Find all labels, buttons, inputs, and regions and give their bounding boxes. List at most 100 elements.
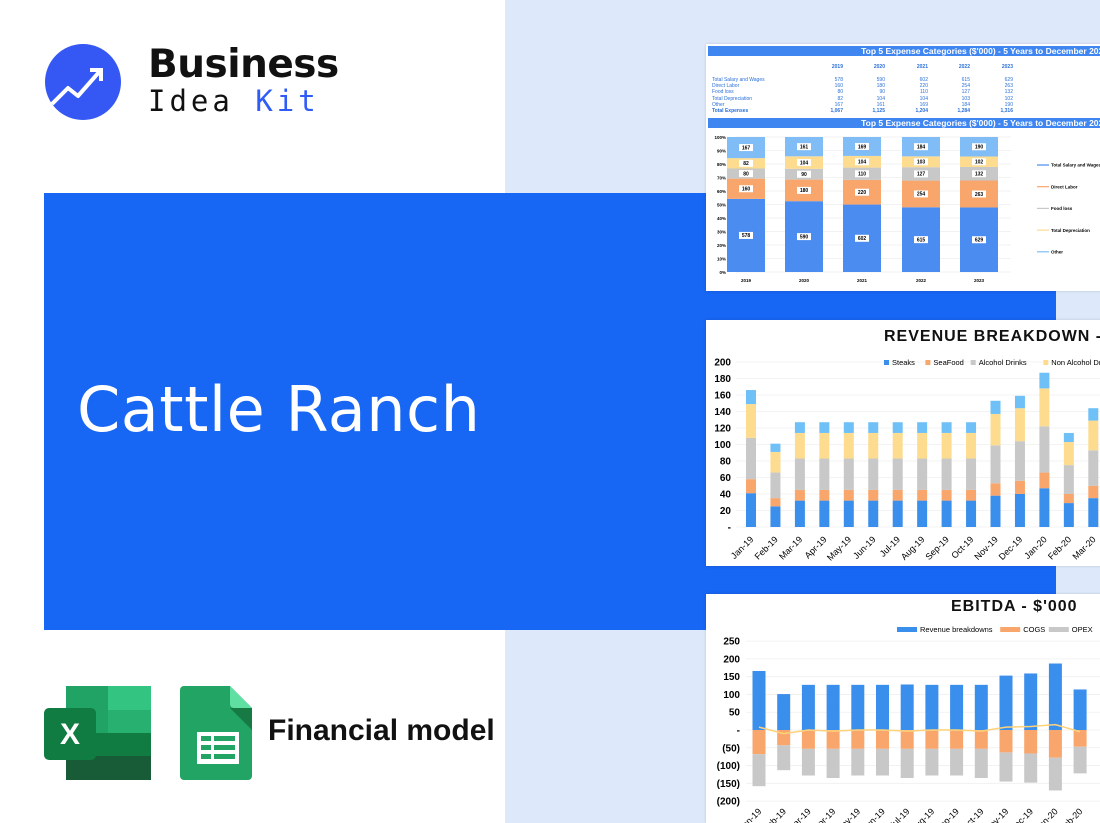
- data-label-box: [914, 190, 928, 198]
- ebitda-chart: (200) (150) (100) (50) - 50 100 150 200 250 Jan-19…: [717, 625, 1100, 823]
- bar-segment: [819, 432, 830, 459]
- table-row: Direct Labor 160 180 220 254 263: [712, 83, 1013, 89]
- x-tick-label: 2022: [916, 278, 927, 283]
- data-label: 263: [975, 192, 984, 198]
- google-sheets-icon: [180, 686, 252, 780]
- x-tick-label: Nov-19: [972, 534, 1000, 562]
- row-label: Total Expenses: [712, 108, 749, 114]
- x-tick-label: Jan-19: [729, 534, 756, 561]
- bar-segment: [974, 748, 988, 778]
- data-label: 127: [917, 172, 926, 178]
- y-tick-label: -: [737, 726, 740, 737]
- legend-label: Food loss: [1051, 206, 1073, 211]
- bar-segment: [1073, 746, 1087, 774]
- y-tick-label: 20: [720, 506, 732, 517]
- bar-segment: [819, 458, 830, 490]
- bar-segment: [999, 730, 1013, 753]
- bar-segment: [925, 684, 939, 730]
- x-tick-label: Mar-19: [777, 534, 804, 561]
- bar-segment: [999, 675, 1013, 730]
- data-label-box: [855, 158, 869, 166]
- legend-label: Other: [1051, 250, 1063, 255]
- bar-segment: [892, 458, 903, 490]
- logo-word-idea-kit: Idea Kit: [148, 84, 320, 118]
- bar-segment: [770, 443, 781, 452]
- x-tick-label: Oct-19: [949, 534, 975, 560]
- x-tick-label: Sep-19: [923, 534, 951, 562]
- bar-segment: [1073, 689, 1087, 730]
- row-label: Total Salary and Wages: [712, 77, 765, 83]
- table-cell: 167: [834, 101, 843, 108]
- bar-segment: [1014, 408, 1025, 442]
- legend-label: SeaFood: [933, 358, 963, 367]
- bar-segment: [794, 489, 805, 501]
- table-cell: 190: [1004, 101, 1013, 108]
- bar-segment: [1024, 673, 1038, 730]
- bar-segment: [892, 489, 903, 501]
- data-label: 615: [917, 237, 926, 243]
- row-label: Food loss: [712, 89, 734, 96]
- bar-segment: [868, 489, 879, 501]
- table-cell: 2021: [916, 64, 928, 70]
- table-cell: 132: [1004, 89, 1013, 96]
- y-tick-label: (100): [717, 761, 740, 772]
- x-tick-label: Dec-19: [1008, 806, 1036, 823]
- data-label: 602: [858, 236, 867, 242]
- bar-segment: [851, 748, 865, 776]
- bar-segment: [826, 730, 840, 749]
- x-tick-label: Oct-19: [960, 806, 986, 823]
- bar-segment: [1039, 426, 1050, 473]
- table-cell: 578: [834, 77, 843, 83]
- bar-segment: [746, 479, 756, 494]
- bar-segment: [1063, 442, 1074, 466]
- bar-segment: [1039, 388, 1050, 427]
- y-tick-label: 180: [714, 374, 731, 385]
- bar-segment: [1014, 480, 1025, 494]
- bar-segment: [777, 745, 791, 771]
- data-label-box: [797, 143, 811, 151]
- app-icons: X: [44, 686, 252, 780]
- bar-segment: [966, 432, 977, 459]
- data-label-box: [914, 236, 928, 244]
- data-label: 102: [975, 160, 984, 166]
- data-label: 110: [858, 172, 866, 178]
- data-label-box: [739, 231, 753, 239]
- x-tick-label: May-19: [825, 534, 853, 562]
- y-tick-label: 40%: [717, 216, 726, 221]
- x-tick-label: Jan-20: [1033, 806, 1060, 823]
- data-label-box: [914, 158, 928, 166]
- table-cell: 2022: [958, 64, 970, 70]
- data-label: 190: [975, 145, 984, 151]
- table-cell: 629: [1004, 77, 1013, 83]
- legend-label: Revenue breakdowns: [920, 625, 993, 634]
- data-label: 629: [975, 238, 984, 244]
- bar-segment: [826, 748, 840, 778]
- bar-segment: [746, 390, 756, 405]
- x-tick-label: Jan-20: [1022, 534, 1049, 561]
- y-tick-label: 20%: [717, 243, 726, 248]
- bar-segment: [950, 684, 964, 730]
- y-tick-label: 80%: [717, 162, 726, 167]
- legend-label: Alcohol Drinks: [979, 358, 1027, 367]
- bar-segment: [950, 730, 964, 749]
- bar-segment: [1073, 730, 1087, 747]
- bar-segment: [851, 684, 865, 730]
- bar-segment: [1024, 753, 1038, 783]
- bar-segment: [819, 489, 830, 501]
- table-row: Total Salary and Wages 578 590 602 615 629: [712, 77, 1013, 83]
- bar-segment: [990, 413, 1001, 446]
- y-tick-label: (200): [717, 797, 740, 808]
- bar-segment: [1024, 730, 1038, 754]
- bar-segment: [1048, 663, 1062, 730]
- bar-segment: [917, 489, 928, 501]
- bar-segment: [1014, 494, 1025, 527]
- table-cell: 615: [961, 77, 970, 83]
- bar-segment: [966, 458, 977, 490]
- revenue-chart-title: REVENUE BREAKDOWN - $'0: [884, 328, 1100, 345]
- table-cell: 2019: [831, 64, 843, 70]
- data-label: 104: [858, 160, 867, 166]
- excel-icon: X: [44, 686, 151, 780]
- expense-chart-title: Top 5 Expense Categories ($'000) - 5 Yea…: [708, 118, 1100, 128]
- table-cell: 102: [1004, 95, 1013, 102]
- logo-word-kit: Kit: [255, 84, 320, 118]
